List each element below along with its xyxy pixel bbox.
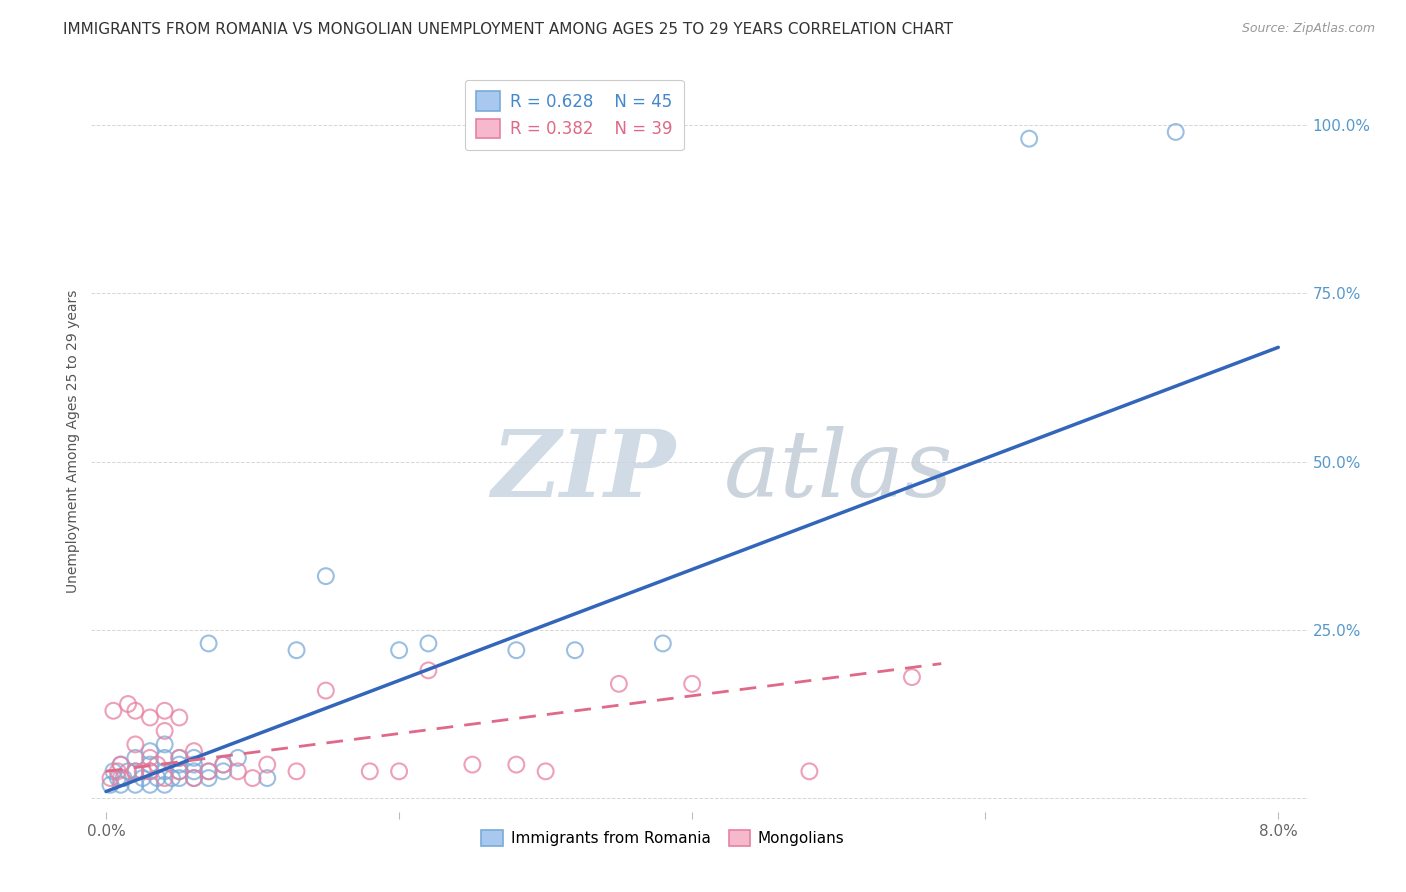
- Point: [100, 778, 122, 792]
- Point: [285, 764, 308, 779]
- Point: [103, 704, 125, 718]
- Point: [505, 757, 527, 772]
- Point: [607, 677, 630, 691]
- Point: [153, 764, 176, 779]
- Point: [139, 764, 162, 779]
- Point: [418, 664, 440, 678]
- Point: [183, 771, 205, 785]
- Point: [110, 771, 132, 785]
- Point: [160, 771, 183, 785]
- Point: [212, 757, 235, 772]
- Point: [285, 643, 308, 657]
- Point: [139, 764, 162, 779]
- Point: [183, 764, 205, 779]
- Point: [197, 771, 219, 785]
- Point: [153, 778, 176, 792]
- Point: [197, 636, 219, 650]
- Point: [169, 764, 191, 779]
- Point: [153, 704, 176, 718]
- Point: [124, 778, 146, 792]
- Point: [107, 764, 129, 779]
- Point: [564, 643, 586, 657]
- Point: [418, 636, 440, 650]
- Point: [131, 764, 153, 779]
- Point: [242, 771, 264, 785]
- Point: [139, 757, 162, 772]
- Point: [388, 643, 411, 657]
- Point: [153, 738, 176, 752]
- Point: [110, 757, 132, 772]
- Y-axis label: Unemployment Among Ages 25 to 29 years: Unemployment Among Ages 25 to 29 years: [66, 290, 80, 593]
- Text: atlas: atlas: [724, 426, 953, 516]
- Point: [124, 764, 146, 779]
- Point: [117, 764, 139, 779]
- Point: [183, 751, 205, 765]
- Point: [212, 757, 235, 772]
- Text: Source: ZipAtlas.com: Source: ZipAtlas.com: [1241, 22, 1375, 36]
- Point: [117, 697, 139, 711]
- Point: [1164, 125, 1187, 139]
- Point: [226, 751, 249, 765]
- Point: [146, 757, 169, 772]
- Point: [315, 683, 337, 698]
- Point: [388, 764, 411, 779]
- Point: [124, 751, 146, 765]
- Point: [169, 751, 191, 765]
- Point: [197, 764, 219, 779]
- Point: [169, 710, 191, 724]
- Point: [110, 778, 132, 792]
- Point: [461, 757, 484, 772]
- Point: [901, 670, 924, 684]
- Point: [103, 764, 125, 779]
- Point: [197, 764, 219, 779]
- Point: [681, 677, 703, 691]
- Point: [124, 738, 146, 752]
- Point: [505, 643, 527, 657]
- Point: [100, 771, 122, 785]
- Point: [146, 771, 169, 785]
- Point: [139, 744, 162, 758]
- Point: [153, 723, 176, 738]
- Point: [169, 764, 191, 779]
- Text: IMMIGRANTS FROM ROMANIA VS MONGOLIAN UNEMPLOYMENT AMONG AGES 25 TO 29 YEARS CORR: IMMIGRANTS FROM ROMANIA VS MONGOLIAN UNE…: [63, 22, 953, 37]
- Point: [226, 764, 249, 779]
- Point: [139, 778, 162, 792]
- Point: [256, 757, 278, 772]
- Legend: Immigrants from Romania, Mongolians: Immigrants from Romania, Mongolians: [475, 824, 851, 852]
- Point: [315, 569, 337, 583]
- Point: [112, 771, 135, 785]
- Point: [256, 771, 278, 785]
- Point: [799, 764, 821, 779]
- Point: [153, 751, 176, 765]
- Point: [534, 764, 557, 779]
- Point: [110, 757, 132, 772]
- Point: [169, 757, 191, 772]
- Text: ZIP: ZIP: [491, 426, 675, 516]
- Point: [183, 744, 205, 758]
- Point: [1018, 131, 1040, 145]
- Point: [183, 771, 205, 785]
- Point: [139, 751, 162, 765]
- Point: [139, 710, 162, 724]
- Point: [153, 771, 176, 785]
- Point: [359, 764, 381, 779]
- Point: [212, 764, 235, 779]
- Point: [169, 751, 191, 765]
- Point: [183, 757, 205, 772]
- Point: [107, 771, 129, 785]
- Point: [124, 764, 146, 779]
- Point: [169, 771, 191, 785]
- Point: [131, 771, 153, 785]
- Point: [124, 704, 146, 718]
- Point: [651, 636, 673, 650]
